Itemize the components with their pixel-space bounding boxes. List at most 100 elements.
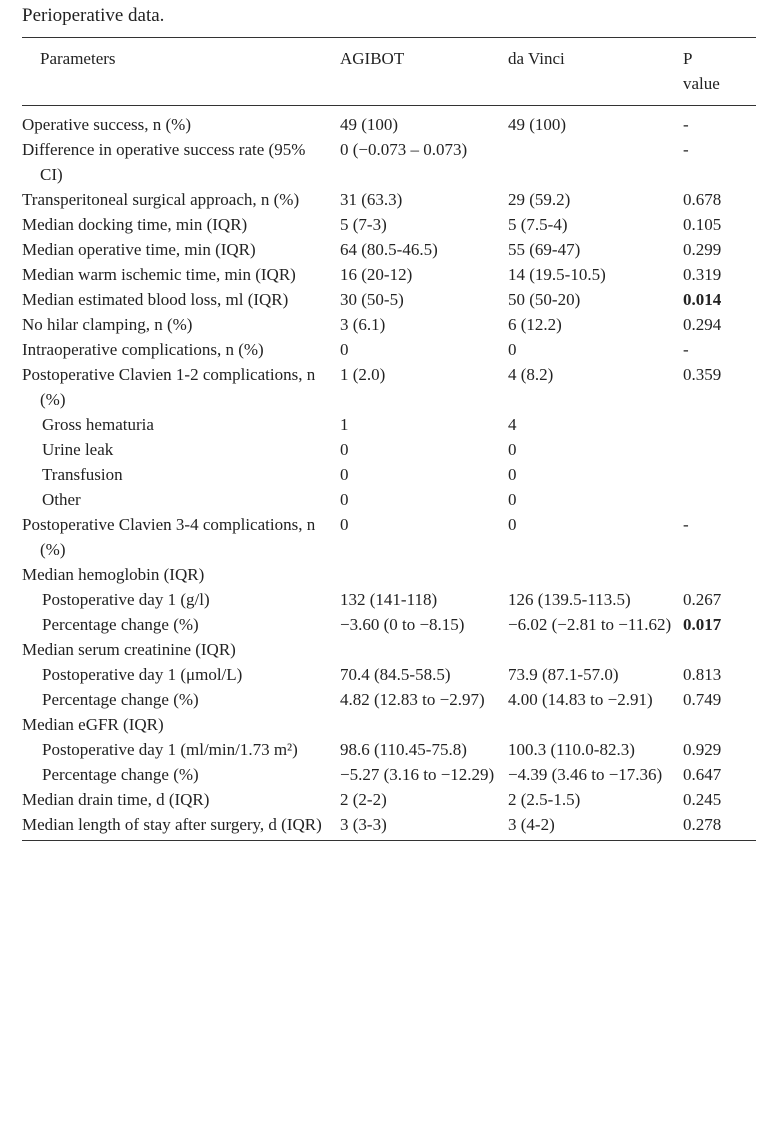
table-cell: 0 <box>508 465 517 484</box>
row-label: Postoperative day 1 (μmol/L) <box>42 665 243 684</box>
row-label: Postoperative Clavien 1-2 complications,… <box>22 365 316 409</box>
table-cell: 49 (100) <box>340 115 399 134</box>
table-cell: 29 (59.2) <box>508 190 571 209</box>
row-label: Median drain time, d (IQR) <box>22 790 210 809</box>
table-body: Operative success, n (%) 49 (100) 49 (100)… <box>22 112 756 840</box>
table-row: Transfusion 0 0 <box>22 462 756 487</box>
row-label: Urine leak <box>42 440 114 459</box>
table-row: Other 0 0 <box>22 487 756 512</box>
row-label: Postoperative day 1 (g/l) <box>42 590 210 609</box>
table-row: Median docking time, min (IQR) 5 (7-3) 5 (… <box>22 212 756 237</box>
table-cell: 14 (19.5-10.5) <box>508 265 606 284</box>
table-cell: 0 <box>340 465 349 484</box>
table-cell: 0.319 <box>683 265 722 284</box>
table-cell: 70.4 (84.5-58.5) <box>340 665 451 684</box>
table-row: Median operative time, min (IQR) 64 (80.5… <box>22 237 756 262</box>
row-label: Median eGFR (IQR) <box>22 715 164 734</box>
row-label: Median length of stay after surgery, d (… <box>22 815 322 834</box>
caption: Perioperative data. <box>22 5 165 26</box>
table-cell: 0.678 <box>683 190 722 209</box>
table-cell: 0.929 <box>683 740 722 759</box>
row-label: Percentage change (%) <box>42 765 199 784</box>
table-cell: 1 <box>340 415 349 434</box>
table-cell: 0.105 <box>683 215 722 234</box>
table-cell: 0 <box>508 490 517 509</box>
row-label: Difference in operative success rate (95… <box>22 140 306 184</box>
row-label: Postoperative day 1 (ml/min/1.73 m²) <box>42 740 298 759</box>
table-cell: 0.278 <box>683 815 722 834</box>
table-row: Postoperative day 1 (ml/min/1.73 m²) 98.6… <box>22 737 756 762</box>
row-label: Gross hematuria <box>42 415 154 434</box>
table-row: Transperitoneal surgical approach, n (%)… <box>22 187 756 212</box>
table-cell: 0.647 <box>683 765 722 784</box>
table-cell: - <box>683 140 689 159</box>
table-cell: 16 (20-12) <box>340 265 413 284</box>
table-cell: 98.6 (110.45-75.8) <box>340 740 467 759</box>
table-cell: 0.294 <box>683 315 722 334</box>
table-cell: 4 (8.2) <box>508 365 554 384</box>
row-label: No hilar clamping, n (%) <box>22 315 193 334</box>
table-cell: 3 (4-2) <box>508 815 555 834</box>
table-row: Postoperative Clavien 1-2 complications,… <box>22 362 756 412</box>
table-cell: 0.299 <box>683 240 722 259</box>
header-row: Parameters AGIBOT da Vinci P value <box>22 38 756 106</box>
table-cell: 5 (7.5-4) <box>508 215 568 234</box>
row-label: Median warm ischemic time, min (IQR) <box>22 265 296 284</box>
row-label: Percentage change (%) <box>42 690 199 709</box>
table-cell: 4.82 (12.83 to −2.97) <box>340 690 485 709</box>
table-cell: 0.749 <box>683 690 722 709</box>
table-cell: 2 (2-2) <box>340 790 387 809</box>
table-cell: 6 (12.2) <box>508 315 562 334</box>
table-row: Postoperative day 1 (μmol/L) 70.4 (84.5-5… <box>22 662 756 687</box>
table-cell: −6.02 (−2.81 to −11.62) <box>508 615 672 634</box>
table-cell: 0.017 <box>683 615 722 634</box>
table-cell: 31 (63.3) <box>340 190 403 209</box>
row-label: Percentage change (%) <box>42 615 199 634</box>
table-cell: 0.359 <box>683 365 722 384</box>
table-cell: −4.39 (3.46 to −17.36) <box>508 765 663 784</box>
table-row: Percentage change (%) −3.60 (0 to −8.15) −… <box>22 612 756 637</box>
table-row: Postoperative day 1 (g/l) 132 (141-118) 12… <box>22 587 756 612</box>
table-cell: 0 <box>508 515 517 534</box>
row-label: Median serum creatinine (IQR) <box>22 640 236 659</box>
table-row: Percentage change (%) −5.27 (3.16 to −12.… <box>22 762 756 787</box>
column-header: Parameters <box>40 49 116 68</box>
table-cell: 0.813 <box>683 665 722 684</box>
table-row: No hilar clamping, n (%) 3 (6.1) 6 (12.2) 0… <box>22 312 756 337</box>
table-cell: 4.00 (14.83 to −2.91) <box>508 690 653 709</box>
table-cell: −3.60 (0 to −8.15) <box>340 615 465 634</box>
table-row: Median hemoglobin (IQR) <box>22 562 756 587</box>
table-row: Postoperative Clavien 3-4 complications,… <box>22 512 756 562</box>
table-cell: 132 (141-118) <box>340 590 438 609</box>
table-cell: 64 (80.5-46.5) <box>340 240 438 259</box>
table-cell: 3 (3-3) <box>340 815 387 834</box>
row-label: Other <box>42 490 81 509</box>
table-cell: 0 <box>340 440 349 459</box>
table-cell: 0.267 <box>683 590 722 609</box>
column-header: AGIBOT <box>340 49 405 68</box>
row-label: Median docking time, min (IQR) <box>22 215 248 234</box>
table-cell: 0 <box>340 515 349 534</box>
table-row: Median estimated blood loss, ml (IQR) 30 … <box>22 287 756 312</box>
table-row: Difference in operative success rate (95… <box>22 137 756 187</box>
table-row: Median warm ischemic time, min (IQR) 16 (… <box>22 262 756 287</box>
table-row: Gross hematuria 1 4 <box>22 412 756 437</box>
table-cell: - <box>683 515 689 534</box>
row-label: Median estimated blood loss, ml (IQR) <box>22 290 289 309</box>
row-label: Transperitoneal surgical approach, n (%) <box>22 190 300 209</box>
column-header: da Vinci <box>508 49 565 68</box>
table-cell: 73.9 (87.1-57.0) <box>508 665 619 684</box>
table-cell: 0 (−0.073 – 0.073) <box>340 140 468 159</box>
table-row: Urine leak 0 0 <box>22 437 756 462</box>
row-label: Transfusion <box>42 465 123 484</box>
table-row: Median eGFR (IQR) <box>22 712 756 737</box>
row-label: Operative success, n (%) <box>22 115 191 134</box>
table-row: Percentage change (%) 4.82 (12.83 to −2.9… <box>22 687 756 712</box>
table-cell: 126 (139.5-113.5) <box>508 590 631 609</box>
table-row: Median length of stay after surgery, d (… <box>22 812 756 837</box>
table-cell: 0 <box>340 490 349 509</box>
table-row: Operative success, n (%) 49 (100) 49 (100)… <box>22 112 756 137</box>
table-cell: 0 <box>508 440 517 459</box>
table-cell: 0.014 <box>683 290 722 309</box>
